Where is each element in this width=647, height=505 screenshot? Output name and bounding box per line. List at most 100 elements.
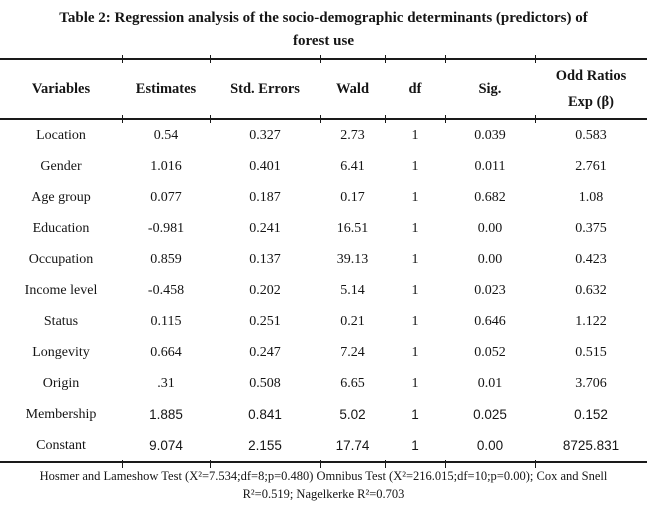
table-footnote: Hosmer and Lameshow Test (X²=7.534;df=8;…	[0, 467, 647, 503]
value-cell: 0.241	[249, 220, 281, 236]
value-cell: -0.458	[147, 282, 185, 298]
table-caption-line1: Table 2: Regression analysis of the soci…	[59, 10, 588, 26]
value-cell: 0.859	[150, 251, 182, 267]
column-header: Std. Errors	[230, 81, 300, 97]
variable-cell: Longevity	[32, 344, 90, 360]
regression-table: Variables Estimates Std. Errors Wald df Sig. O…	[0, 58, 647, 463]
value-cell: 0.54	[153, 127, 179, 143]
value-cell: 0.077	[150, 189, 182, 205]
value-cell: 5.14	[340, 282, 365, 298]
column-tick	[320, 55, 321, 63]
table-row: Membership 1.885 0.841 5.02 1 0.025 0.152	[0, 399, 647, 430]
value-cell: 16.51	[336, 220, 369, 236]
value-cell: 1	[411, 220, 419, 236]
value-cell: 0.375	[575, 220, 607, 236]
column-header: Sig.	[478, 81, 502, 97]
header-row: Variables Estimates Std. Errors Wald df Sig. O…	[0, 59, 647, 119]
value-cell: 0.023	[474, 282, 506, 298]
value-cell: 0.423	[575, 251, 607, 267]
value-cell: 0.327	[249, 127, 281, 143]
value-cell: 0.152	[574, 407, 608, 422]
table-row: Occupation 0.859 0.137 39.13 1 0.00 0.423	[0, 244, 647, 275]
value-cell: 2.761	[575, 158, 607, 174]
value-cell: -0.981	[147, 220, 185, 236]
value-cell: 0.00	[476, 438, 504, 453]
value-cell: 0.508	[249, 375, 281, 391]
value-cell: 0.011	[474, 158, 506, 174]
footnote-line2: R²=0.519; Nagelkerke R²=0.703	[242, 487, 405, 501]
table-row: Age group 0.077 0.187 0.17 1 0.682 1.08	[0, 182, 647, 213]
value-cell: 0.115	[150, 313, 182, 329]
table-body: Location 0.54 0.327 2.73 1 0.039 0.583 Gender 1.…	[0, 119, 647, 462]
footnote-line1: Hosmer and Lameshow Test (X²=7.534;df=8;…	[39, 469, 608, 483]
value-cell: 1	[411, 282, 419, 298]
value-cell: 3.706	[575, 375, 607, 391]
variable-cell: Occupation	[28, 251, 94, 267]
column-tick	[445, 460, 446, 468]
variable-cell: Income level	[24, 282, 98, 298]
column-tick	[385, 115, 387, 123]
value-cell: 1.08	[578, 189, 604, 205]
value-cell: 1.016	[150, 158, 182, 174]
value-cell: 0.247	[249, 344, 281, 360]
value-cell: 0.052	[474, 344, 506, 360]
value-cell: 0.01	[477, 375, 503, 391]
value-cell: 39.13	[336, 251, 369, 267]
table-row: Education -0.981 0.241 16.51 1 0.00 0.375	[0, 213, 647, 244]
variable-cell: Membership	[25, 406, 97, 422]
value-cell: .31	[157, 375, 175, 391]
column-tick	[320, 460, 321, 468]
variable-cell: Origin	[42, 375, 80, 391]
variable-cell: Constant	[36, 437, 86, 453]
value-cell: 0.025	[473, 407, 507, 422]
value-cell: 1	[411, 313, 419, 329]
value-cell: 1	[411, 158, 419, 174]
column-tick	[535, 115, 536, 123]
column-tick	[122, 460, 124, 468]
value-cell: 0.251	[249, 313, 281, 329]
value-cell: 0.401	[249, 158, 281, 174]
table-caption-line2: forest use	[293, 33, 354, 49]
value-cell: 1	[411, 251, 419, 267]
value-cell: 0.515	[575, 344, 607, 360]
value-cell: 0.00	[477, 220, 503, 236]
value-cell: 7.24	[340, 344, 365, 360]
column-tick	[385, 460, 387, 468]
value-cell: 1	[411, 375, 419, 391]
table-header: Variables Estimates Std. Errors Wald df Sig. O…	[0, 59, 647, 119]
value-cell: 0.664	[150, 344, 182, 360]
column-header: Estimates	[135, 81, 197, 97]
column-header: Variables	[31, 81, 91, 97]
value-cell: 1	[411, 127, 419, 143]
value-cell: 1.122	[575, 313, 607, 329]
value-cell: 0.583	[575, 127, 607, 143]
value-cell: 2.73	[340, 127, 365, 143]
table-row: Status 0.115 0.251 0.21 1 0.646 1.122	[0, 306, 647, 337]
value-cell: 0.841	[248, 407, 282, 422]
table-row: Gender 1.016 0.401 6.41 1 0.011 2.761	[0, 151, 647, 182]
value-cell: 9.074	[149, 438, 183, 453]
value-cell: 0.632	[575, 282, 607, 298]
column-tick	[122, 55, 124, 63]
column-tick	[210, 55, 212, 63]
value-cell: 1	[411, 189, 419, 205]
column-tick	[535, 460, 536, 468]
value-cell: 1	[411, 438, 419, 453]
table-row: Income level -0.458 0.202 5.14 1 0.023 0.632	[0, 275, 647, 306]
value-cell: 5.02	[339, 407, 366, 422]
value-cell: 1	[411, 407, 419, 422]
value-cell: 6.41	[340, 158, 365, 174]
value-cell: 2.155	[248, 438, 282, 453]
column-tick	[320, 115, 321, 123]
column-tick	[535, 55, 536, 63]
value-cell: 0.00	[477, 251, 503, 267]
table-row: Location 0.54 0.327 2.73 1 0.039 0.583	[0, 119, 647, 151]
value-cell: 0.202	[249, 282, 281, 298]
table-caption: Table 2: Regression analysis of the soci…	[0, 0, 647, 58]
column-header: Odd Ratios Exp (β)	[555, 68, 627, 110]
column-tick	[445, 55, 446, 63]
column-tick	[445, 115, 446, 123]
column-tick	[122, 115, 124, 123]
table-row: Constant 9.074 2.155 17.74 1 0.00 8725.831	[0, 430, 647, 462]
value-cell: 0.187	[249, 189, 281, 205]
